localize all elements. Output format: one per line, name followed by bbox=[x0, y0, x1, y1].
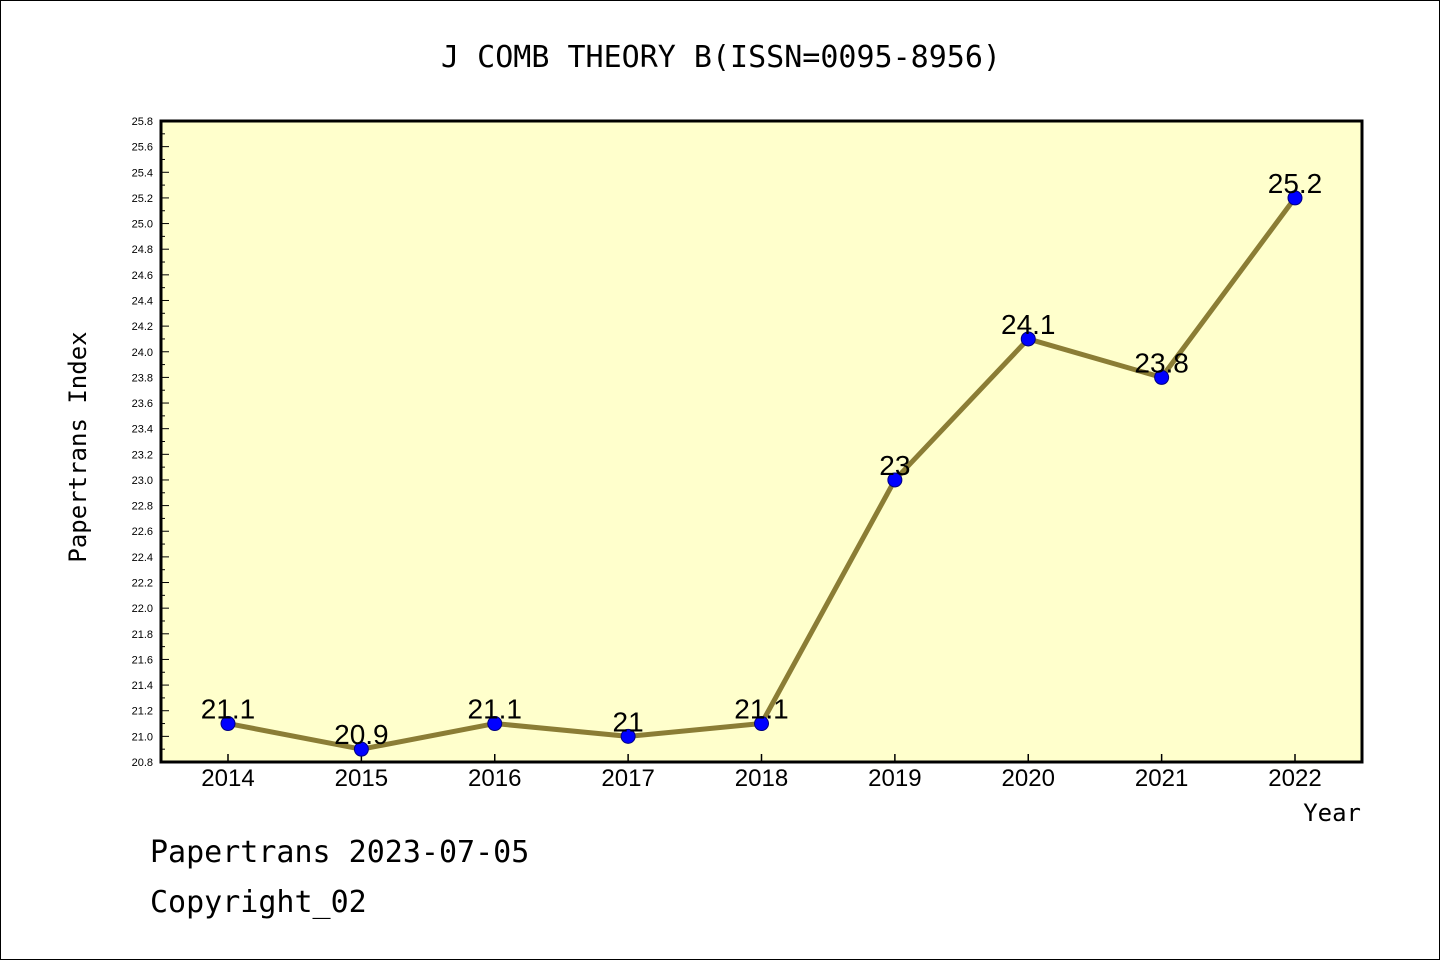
data-label: 21.1 bbox=[734, 694, 789, 725]
y-tick-label: 25.6 bbox=[132, 142, 153, 154]
x-tick-label: 2019 bbox=[868, 765, 921, 792]
data-point bbox=[1287, 190, 1303, 206]
y-tick-label: 24.8 bbox=[132, 244, 153, 256]
data-label: 23 bbox=[879, 450, 910, 481]
y-tick-label: 22.0 bbox=[132, 603, 153, 615]
y-tick-label: 22.6 bbox=[132, 526, 153, 538]
x-tick-label: 2014 bbox=[201, 765, 254, 792]
data-point bbox=[1020, 331, 1036, 347]
y-tick-label: 22.2 bbox=[132, 578, 153, 590]
y-tick-label: 21.0 bbox=[132, 731, 153, 743]
data-point bbox=[887, 472, 903, 488]
data-label: 23.8 bbox=[1134, 347, 1189, 378]
y-tick-label: 25.2 bbox=[132, 193, 153, 205]
data-labels: 21.1 20.9 21.1 21 21.1 23 24.1 23.8 25.2 bbox=[201, 168, 1323, 750]
y-tick-label: 25.0 bbox=[132, 219, 153, 231]
data-label: 25.2 bbox=[1268, 168, 1323, 199]
y-axis-ticks: 20.8 21.0 21.2 21.4 21.6 21.8 22.0 22.2 22.4 22.6… bbox=[132, 116, 169, 769]
plot-area bbox=[159, 119, 1364, 764]
data-point bbox=[487, 716, 503, 732]
y-tick-label: 25.4 bbox=[132, 167, 153, 179]
data-label: 20.9 bbox=[334, 719, 389, 750]
data-point bbox=[620, 728, 636, 744]
x-tick-label: 2015 bbox=[335, 765, 388, 792]
x-tick-label: 2018 bbox=[735, 765, 788, 792]
y-tick-label: 22.4 bbox=[132, 552, 153, 564]
y-tick-label: 24.6 bbox=[132, 270, 153, 282]
y-tick-label: 24.2 bbox=[132, 321, 153, 333]
data-point bbox=[754, 716, 769, 732]
data-label: 24.1 bbox=[1001, 309, 1056, 340]
footer-date: Papertrans 2023-07-05 bbox=[150, 835, 530, 870]
y-tick-label: 23.0 bbox=[132, 475, 153, 487]
y-tick-label: 23.8 bbox=[132, 372, 153, 384]
y-tick-label: 24.0 bbox=[132, 347, 153, 359]
data-point bbox=[1154, 369, 1170, 385]
footer-copyright: Copyright_02 bbox=[150, 885, 367, 920]
y-tick-label: 22.8 bbox=[132, 501, 153, 513]
x-tick-label: 2020 bbox=[1002, 765, 1055, 792]
x-tick-label: 2016 bbox=[468, 765, 521, 792]
y-tick-label: 21.6 bbox=[132, 654, 153, 666]
y-tick-label: 21.8 bbox=[132, 629, 153, 641]
data-label: 21.1 bbox=[468, 694, 523, 725]
y-tick-label: 21.2 bbox=[132, 706, 153, 718]
x-tick-label: 2017 bbox=[601, 765, 654, 792]
y-tick-label: 23.2 bbox=[132, 449, 153, 461]
y-tick-label: 25.8 bbox=[132, 116, 153, 128]
x-tick-label: 2021 bbox=[1135, 765, 1188, 792]
y-axis-label: Papertrans Index bbox=[64, 331, 92, 562]
x-axis-ticks: 2014 2015 2016 2017 2018 2019 2020 2021 2022 bbox=[201, 754, 1322, 792]
y-tick-label: 23.4 bbox=[132, 424, 153, 436]
y-tick-label: 24.4 bbox=[132, 295, 153, 307]
y-tick-label: 21.4 bbox=[132, 680, 153, 692]
data-point bbox=[220, 716, 236, 732]
data-label: 21.1 bbox=[201, 694, 256, 725]
x-tick-label: 2022 bbox=[1268, 765, 1321, 792]
x-axis-label: Year bbox=[1303, 799, 1361, 827]
y-tick-label: 20.8 bbox=[132, 757, 153, 769]
y-tick-label: 23.6 bbox=[132, 398, 153, 410]
chart-title: J COMB THEORY B(ISSN=0095-8956) bbox=[441, 40, 1001, 75]
data-point bbox=[353, 741, 369, 757]
data-points bbox=[220, 190, 1303, 757]
data-label: 21 bbox=[613, 706, 644, 737]
